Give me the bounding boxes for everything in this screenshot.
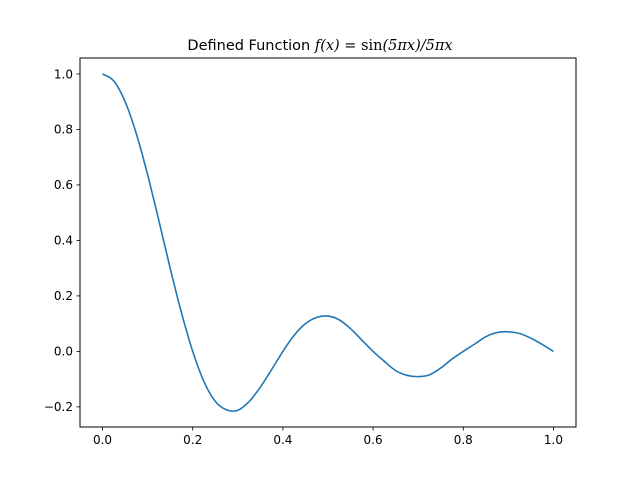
x-tick-label: 0.8 bbox=[454, 433, 473, 447]
y-tick-label: 0.6 bbox=[54, 178, 73, 192]
x-tick-label: 1.0 bbox=[544, 433, 563, 447]
y-tick-label: 0.2 bbox=[54, 289, 73, 303]
y-tick-label: −0.2 bbox=[44, 400, 73, 414]
y-tick-label: 0.4 bbox=[54, 234, 73, 248]
x-tick-label: 0.2 bbox=[183, 433, 202, 447]
y-tick-label: 0.0 bbox=[54, 345, 73, 359]
chart-title: Defined Function f(x) = sin(5πx)/5πx bbox=[187, 38, 452, 54]
x-axis: 0.0 0.2 0.4 0.6 0.8 1.0 bbox=[93, 427, 563, 447]
y-tick-label: 0.8 bbox=[54, 123, 73, 137]
x-tick-label: 0.6 bbox=[364, 433, 383, 447]
x-tick-label: 0.4 bbox=[273, 433, 292, 447]
x-tick-label: 0.0 bbox=[93, 433, 112, 447]
plot-area bbox=[102, 73, 554, 412]
y-tick-label: 1.0 bbox=[54, 67, 73, 81]
y-axis: −0.2 0.0 0.2 0.4 0.6 0.8 1.0 bbox=[44, 67, 80, 414]
series-line bbox=[102, 73, 554, 412]
axes-frame bbox=[79, 57, 577, 428]
